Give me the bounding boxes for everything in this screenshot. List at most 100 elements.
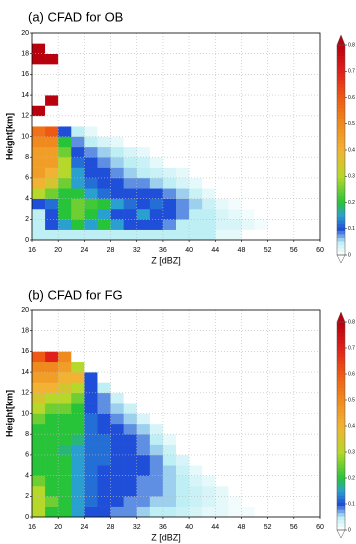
cell — [162, 423, 177, 435]
cell — [45, 475, 59, 487]
cell — [254, 392, 268, 404]
cell — [241, 115, 255, 127]
cell — [84, 392, 98, 404]
y-tick-label: 14 — [21, 92, 29, 99]
cell — [58, 74, 72, 86]
cell — [241, 423, 255, 435]
x-tick-label: 60 — [316, 524, 324, 531]
y-tick-label: 2 — [25, 493, 29, 500]
cell — [215, 485, 229, 497]
cell — [110, 372, 124, 383]
cell — [267, 444, 282, 456]
cell — [32, 506, 46, 518]
cell — [149, 372, 164, 383]
y-tick-label: 4 — [25, 195, 29, 202]
cell — [162, 43, 177, 54]
colorbar-segment — [337, 115, 345, 119]
cell — [136, 485, 151, 497]
cell — [228, 43, 242, 54]
cell — [123, 208, 138, 220]
y-tick-label: 14 — [21, 369, 29, 376]
cell — [202, 95, 216, 106]
cell — [123, 454, 138, 466]
cell — [71, 84, 85, 96]
cell — [162, 403, 177, 414]
cell — [149, 496, 164, 507]
cell — [215, 64, 229, 75]
cell — [215, 33, 229, 44]
cell — [110, 444, 124, 456]
colorbar-segment — [337, 502, 345, 507]
y-tick-label: 0 — [25, 514, 29, 521]
cell — [45, 64, 59, 75]
cell — [97, 219, 111, 230]
cell — [110, 105, 124, 117]
cell — [202, 403, 216, 414]
cell — [267, 177, 282, 189]
cell — [110, 229, 124, 241]
cell — [149, 43, 164, 54]
cell — [162, 444, 177, 456]
cell — [189, 229, 203, 241]
cell — [189, 475, 203, 487]
cell — [228, 423, 242, 435]
cell — [228, 53, 242, 65]
cell — [228, 157, 242, 168]
cell — [84, 115, 98, 127]
cell — [97, 444, 111, 456]
cell — [136, 310, 151, 321]
cell — [123, 485, 138, 497]
cell — [149, 74, 164, 86]
cell — [202, 485, 216, 497]
cell — [228, 444, 242, 456]
cell — [136, 465, 151, 476]
cell — [71, 372, 85, 383]
colorbar-segment — [337, 509, 345, 514]
cell — [45, 465, 59, 476]
x-tick-label: 56 — [290, 524, 298, 531]
cell — [45, 95, 59, 106]
cell — [58, 423, 72, 435]
cell — [254, 167, 268, 179]
cell — [136, 403, 151, 414]
cell — [97, 330, 111, 342]
cell — [215, 320, 229, 331]
colorbar-segment — [337, 478, 345, 482]
y-tick-label: 4 — [25, 472, 29, 479]
cell — [32, 208, 46, 220]
cell — [228, 403, 242, 414]
cell — [71, 454, 85, 466]
cell — [110, 361, 124, 373]
cell — [123, 146, 138, 158]
colorbar-segment — [337, 498, 345, 503]
cell — [45, 392, 59, 404]
cell — [110, 219, 124, 230]
x-tick-label: 52 — [264, 524, 272, 531]
cell — [228, 105, 242, 117]
cell — [123, 64, 138, 75]
cell — [97, 84, 111, 96]
cell — [189, 310, 203, 321]
y-tick-label: 10 — [21, 133, 29, 140]
cell — [97, 229, 111, 241]
colorbar-arrow-top — [336, 311, 346, 323]
x-tick-label: 48 — [238, 247, 246, 254]
colorbar-segment — [337, 322, 345, 326]
cell — [189, 392, 203, 404]
cell — [202, 465, 216, 476]
cell — [97, 392, 111, 404]
cell — [228, 485, 242, 497]
cell — [149, 310, 164, 321]
colorbar-segment — [337, 181, 345, 186]
cell — [123, 330, 138, 342]
colorbar-segment — [337, 387, 345, 392]
cell — [58, 351, 72, 363]
cell — [189, 188, 203, 199]
cell — [202, 382, 216, 394]
colorbar-segment — [337, 405, 345, 410]
cell — [45, 320, 59, 331]
cell — [189, 95, 203, 106]
cell — [97, 413, 111, 425]
colorbar-segment — [337, 471, 345, 475]
